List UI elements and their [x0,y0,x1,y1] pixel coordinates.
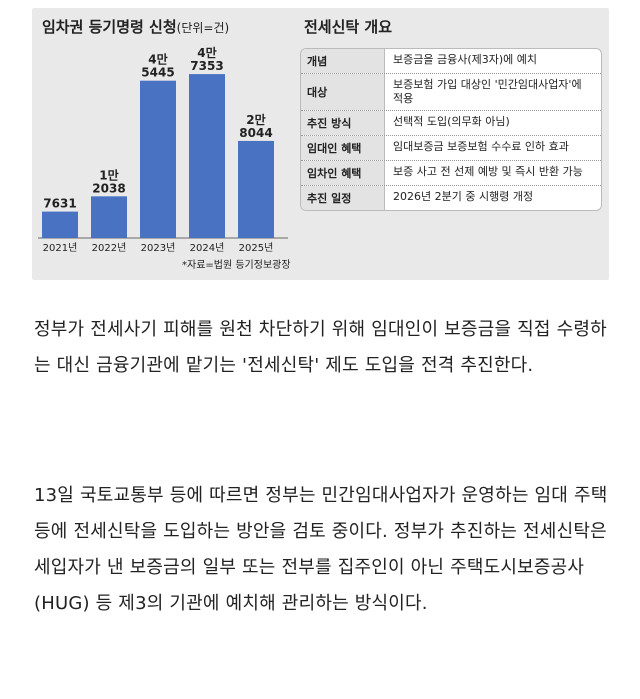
bar-value-label: 4만 [197,45,216,60]
bar-value-label: 7353 [190,59,223,73]
bar [91,196,127,238]
table-row-value: 보증 사고 전 선제 예방 및 즉시 반환 가능 [393,165,583,178]
bar-value-label: 2038 [92,181,125,195]
table-row-value: 보증금을 금융사(제3자)에 예치 [393,53,538,66]
table-row-key: 추진 방식 [301,111,385,135]
chart-unit: (단위=건) [176,21,230,35]
table-row: 개념 보증금을 금융사(제3자)에 예치 [301,49,601,74]
bar [238,140,274,238]
table-row-key: 대상 [301,74,385,110]
table-row-value: 임대보증금 보증보험 수수료 인하 효과 [393,140,569,153]
x-tick-label: 2021년 [43,242,78,254]
chart-title-text: 임차권 등기명령 신청 [42,18,177,36]
article-paragraph-2: 13일 국토교통부 등에 따르면 정부는 민간임대사업자가 운영하는 임대 주택… [34,485,608,614]
table-row: 대상 보증보험 가입 대상인 '민간임대사업자'에 적용 [301,74,601,111]
table-row-value: 보증보험 가입 대상인 '민간임대사업자'에 적용 [393,78,582,105]
x-tick-label: 2022년 [92,242,127,254]
x-tick-label: 2025년 [239,242,274,254]
chart-source: *자료=법원 등기정보광장 [182,260,291,271]
bar-value-label: 7631 [43,197,76,211]
chart-title: 임차권 등기명령 신청(단위=건) [42,16,229,37]
bar-value-label: 1만 [99,167,118,182]
x-tick-label: 2023년 [141,242,176,254]
bar-value-label: 4만 [148,52,167,67]
bar-value-label: 2만 [246,112,265,127]
bar-value-label: 5445 [141,66,174,80]
table-row: 추진 일정 2026년 2분기 중 시행령 개정 [301,186,601,210]
table-row: 추진 방식 선택적 도입(의무화 아님) [301,111,601,136]
table-row-key: 임대인 혜택 [301,136,385,160]
x-tick-label: 2024년 [190,242,225,254]
table-title: 전세신탁 개요 [304,18,393,36]
bar [189,74,225,238]
bar [140,80,176,238]
table-row: 임대인 혜택 임대보증금 보증보험 수수료 인하 효과 [301,136,601,161]
table-row-value: 선택적 도입(의무화 아님) [393,115,510,128]
table-row-key: 임차인 혜택 [301,161,385,185]
table-row-value: 2026년 2분기 중 시행령 개정 [393,190,534,203]
bar-value-label: 8044 [239,126,272,140]
article-paragraph-1: 정부가 전세사기 피해를 원천 차단하기 위해 임대인이 보증금을 직접 수령하… [34,319,607,376]
infographic-image: 임차권 등기명령 신청(단위=건) 7631 2021년 1만 2038 2022년 4만… [32,8,609,280]
table-row-key: 추진 일정 [301,186,385,210]
table-row-key: 개념 [301,49,385,73]
bar [42,211,78,238]
table-row: 임차인 혜택 보증 사고 전 선제 예방 및 즉시 반환 가능 [301,161,601,186]
bar-chart: 76312021년1만20382022년4만54452023년4만7353202… [38,45,288,254]
